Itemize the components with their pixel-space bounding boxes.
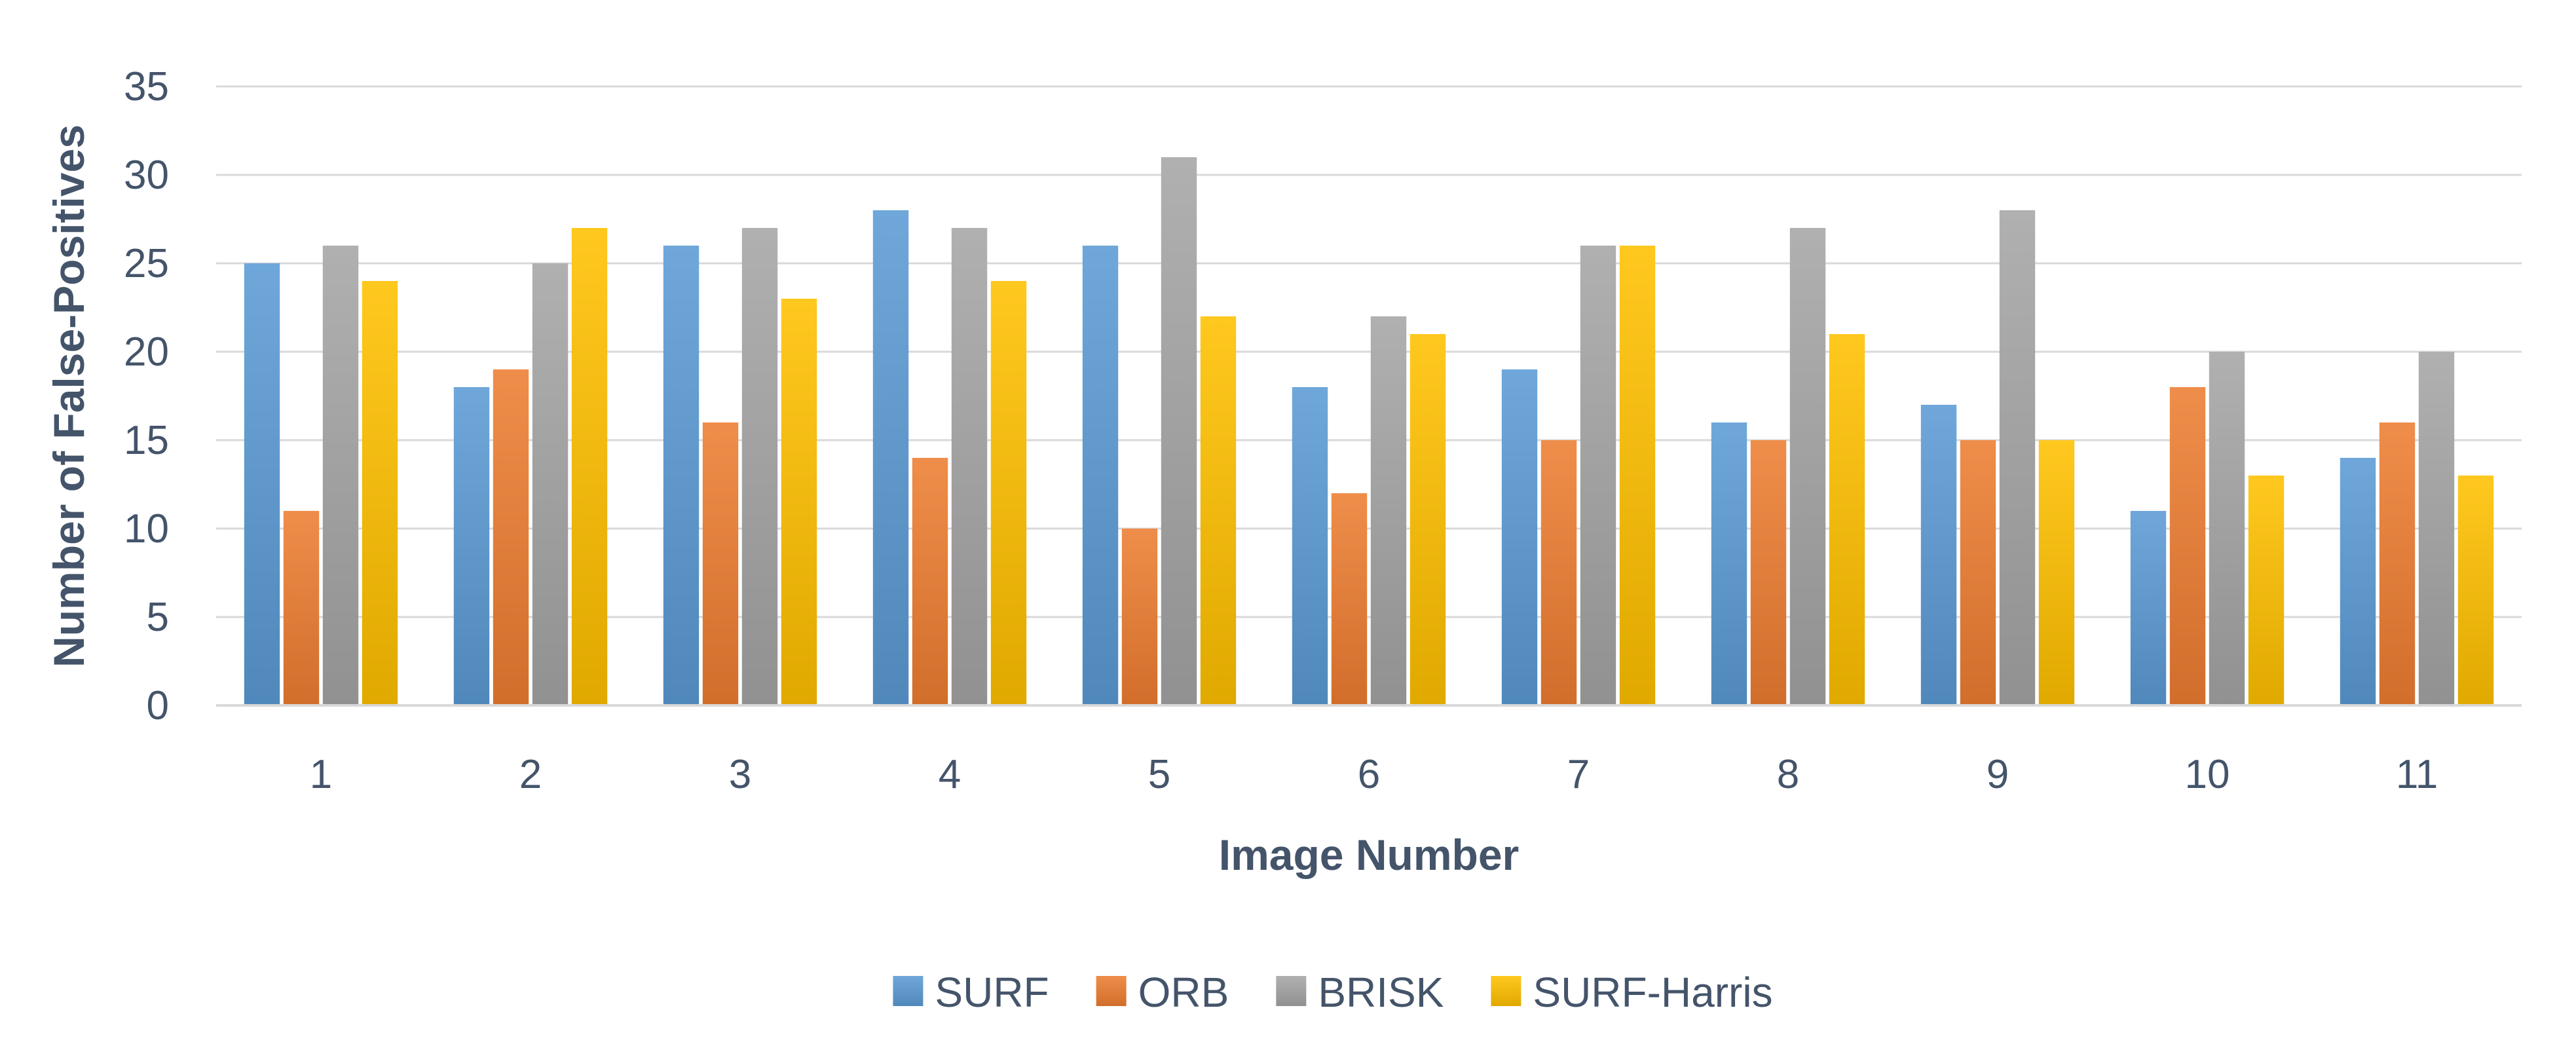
- bar-surf-harris-8: [1829, 334, 1865, 705]
- legend-swatch-brisk: [1276, 976, 1307, 1006]
- bar-brisk-3: [741, 228, 778, 705]
- bar-brisk-5: [1161, 157, 1197, 705]
- bar-brisk-6: [1370, 316, 1407, 705]
- bar-surf-harris-3: [781, 299, 817, 705]
- bar-surf-2: [453, 387, 490, 705]
- bar-orb-5: [1121, 529, 1158, 705]
- x-tick-label: 10: [2185, 752, 2230, 797]
- bar-orb-2: [493, 369, 529, 705]
- bar-surf-harris-11: [2457, 476, 2494, 705]
- x-tick-label: 8: [1777, 752, 1799, 797]
- bar-brisk-4: [951, 228, 988, 705]
- x-axis-tick-labels: 1 2 3 4 5 6 7 8 9 10 11: [310, 752, 2438, 797]
- bar-brisk-1: [322, 246, 359, 705]
- bar-surf-harris-10: [2248, 476, 2285, 705]
- x-tick-label: 9: [1987, 752, 2009, 797]
- bar-surf-8: [1711, 422, 1747, 705]
- legend-swatch-surf: [893, 976, 924, 1006]
- x-tick-label: 6: [1358, 752, 1380, 797]
- bar-orb-8: [1750, 440, 1787, 705]
- bar-surf-harris-6: [1409, 334, 1446, 705]
- bar-orb-1: [283, 511, 320, 705]
- bar-orb-7: [1540, 440, 1577, 705]
- bar-orb-4: [912, 458, 948, 705]
- bar-orb-10: [2169, 387, 2206, 705]
- bar-brisk-7: [1580, 246, 1616, 705]
- bar-surf-1: [244, 263, 280, 705]
- bar-surf-6: [1292, 387, 1328, 705]
- x-axis-title: Image Number: [1219, 831, 1519, 879]
- legend-label-brisk: BRISK: [1318, 969, 1444, 1016]
- bar-orb-6: [1331, 493, 1368, 705]
- legend-label-surf-harris: SURF-Harris: [1533, 969, 1772, 1016]
- bar-orb-9: [1960, 440, 1996, 705]
- bar-surf-9: [1920, 405, 1957, 705]
- x-tick-label: 11: [2396, 752, 2438, 797]
- legend-label-surf: SURF: [935, 969, 1049, 1016]
- y-axis-tick-labels: 0 5 10 15 20 25 30 35: [124, 64, 169, 728]
- bar-orb-11: [2379, 422, 2416, 705]
- y-tick-label: 5: [147, 595, 169, 640]
- y-tick-label: 15: [124, 418, 169, 463]
- y-tick-label: 10: [124, 506, 169, 552]
- bar-surf-harris-4: [990, 281, 1027, 705]
- bar-brisk-11: [2418, 352, 2455, 705]
- bar-surf-harris-1: [362, 281, 398, 705]
- bar-surf-harris-2: [571, 228, 608, 705]
- legend-swatch-orb: [1096, 976, 1127, 1006]
- bar-surf-7: [1501, 369, 1538, 705]
- legend-label-orb: ORB: [1138, 969, 1229, 1016]
- x-tick-label: 5: [1148, 752, 1170, 797]
- bar-orb-3: [702, 422, 739, 705]
- x-tick-label: 7: [1567, 752, 1590, 797]
- bar-brisk-2: [532, 263, 569, 705]
- bar-surf-11: [2340, 458, 2376, 705]
- bar-brisk-9: [1999, 210, 2036, 705]
- bar-surf-5: [1082, 246, 1119, 705]
- y-tick-label: 25: [124, 241, 169, 286]
- legend: SURF ORB BRISK SURF-Harris: [893, 969, 1773, 1016]
- y-tick-label: 20: [124, 329, 169, 375]
- y-axis-title: Number of False-Positives: [45, 124, 93, 667]
- x-tick-label: 1: [310, 752, 332, 797]
- bar-brisk-8: [1789, 228, 1826, 705]
- bar-surf-harris-5: [1200, 316, 1237, 705]
- bar-surf-harris-7: [1619, 246, 1656, 705]
- bar-surf-10: [2130, 511, 2167, 705]
- bar-surf-3: [663, 246, 700, 705]
- bar-brisk-10: [2209, 352, 2245, 705]
- y-tick-label: 30: [124, 153, 169, 198]
- bar-surf-harris-9: [2038, 440, 2075, 705]
- y-tick-label: 35: [124, 64, 169, 109]
- x-tick-label: 2: [519, 752, 542, 797]
- bar-surf-4: [872, 210, 909, 705]
- legend-swatch-surf-harris: [1491, 976, 1521, 1006]
- x-tick-label: 3: [729, 752, 751, 797]
- bars: [244, 157, 2494, 705]
- y-tick-label: 0: [147, 683, 169, 728]
- x-tick-label: 4: [939, 752, 961, 797]
